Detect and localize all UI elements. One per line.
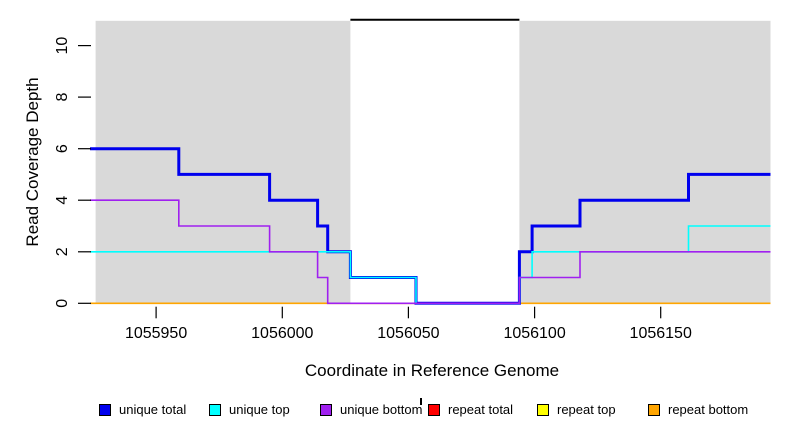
y-tick-label: 4 xyxy=(54,196,71,205)
y-tick-label: 2 xyxy=(54,247,71,256)
y-tick-label: 10 xyxy=(54,37,71,55)
x-tick-label: 1056000 xyxy=(251,325,313,342)
y-tick-label: 8 xyxy=(54,93,71,102)
shaded-region xyxy=(95,20,351,304)
y-tick-label: 0 xyxy=(54,299,71,308)
x-tick-label: 1055950 xyxy=(125,325,187,342)
x-tick-label: 1056050 xyxy=(377,325,439,342)
x-axis-title: Coordinate in Reference Genome xyxy=(304,361,560,380)
stray-mark xyxy=(420,398,422,405)
x-tick-label: 1056100 xyxy=(503,325,565,342)
shaded-region xyxy=(519,20,771,304)
y-axis-title: Read Coverage Depth xyxy=(23,77,42,247)
series-line-unique-bottom xyxy=(90,199,771,305)
x-tick-label: 1056150 xyxy=(630,325,692,342)
y-tick-label: 6 xyxy=(54,144,71,153)
